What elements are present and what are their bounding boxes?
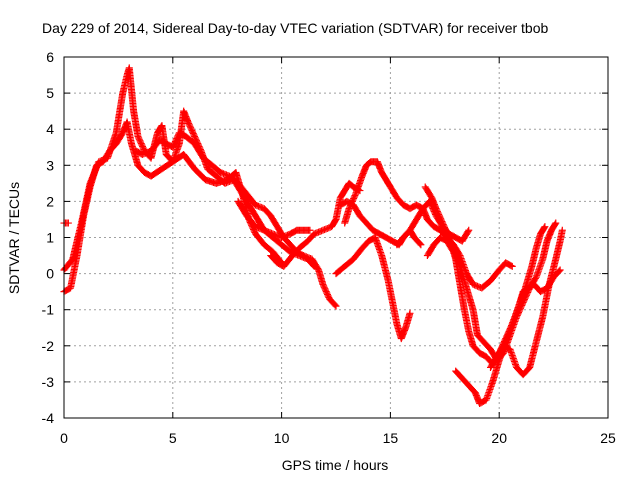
axis-ticks: 0 5 10 15 20 25 -4 -3 -2 -1 0 1 2 3 4 5 6 xyxy=(42,49,616,446)
satellite-track-9 xyxy=(332,234,414,343)
x-tick-label: 15 xyxy=(383,430,399,446)
satellite-track-5-markers xyxy=(267,179,364,270)
y-tick-label: -3 xyxy=(42,374,55,390)
data-layer xyxy=(60,64,566,408)
y-tick-label: 2 xyxy=(46,193,54,209)
satellite-track-6 xyxy=(234,197,314,241)
y-tick-label: 5 xyxy=(46,85,54,101)
satellite-track-6-markers xyxy=(234,197,314,241)
y-tick-label: 3 xyxy=(46,157,54,173)
satellite-track-9-markers xyxy=(332,234,414,343)
satellite-track-5 xyxy=(267,179,364,270)
x-tick-label: 5 xyxy=(169,430,177,446)
satellite-track-14-markers xyxy=(486,226,566,379)
x-tick-label: 0 xyxy=(60,430,68,446)
x-tick-label: 25 xyxy=(600,430,616,446)
x-tick-label: 20 xyxy=(491,430,507,446)
y-tick-label: 0 xyxy=(46,266,54,282)
y-tick-label: -4 xyxy=(42,410,55,426)
y-tick-label: 1 xyxy=(46,230,54,246)
y-tick-label: -2 xyxy=(42,338,55,354)
gridlines xyxy=(64,57,608,418)
y-tick-label: -1 xyxy=(42,302,55,318)
x-axis-label: GPS time / hours xyxy=(282,457,389,473)
x-tick-label: 10 xyxy=(274,430,290,446)
y-tick-label: 4 xyxy=(46,121,54,137)
chart-title: Day 229 of 2014, Sidereal Day-to-day VTE… xyxy=(42,20,549,36)
satellite-track-14 xyxy=(486,226,566,379)
y-tick-label: 6 xyxy=(46,49,54,65)
y-axis-label: SDTVAR / TECUs xyxy=(6,182,22,294)
